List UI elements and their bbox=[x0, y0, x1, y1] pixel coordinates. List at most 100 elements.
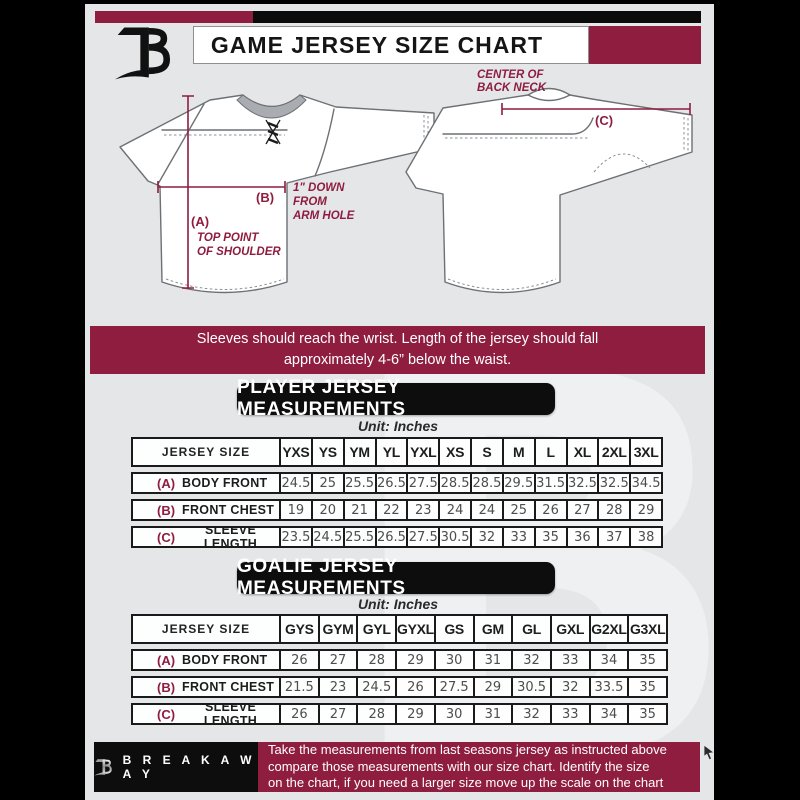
player-section-title-banner: PLAYER JERSEY MEASUREMENTS bbox=[237, 377, 555, 420]
value-cell: 31 bbox=[472, 705, 512, 723]
size-col: YXL bbox=[406, 439, 438, 465]
value-cell: 38 bbox=[629, 528, 661, 546]
value-cell: 31.5 bbox=[533, 474, 566, 492]
value-cell: 26 bbox=[279, 651, 318, 669]
chart-content-area: B GAME JERSEY SIZE CHART bbox=[85, 4, 714, 800]
title-bar: GAME JERSEY SIZE CHART bbox=[193, 26, 589, 64]
front-a-note-2: OF SHOULDER bbox=[197, 246, 281, 258]
back-c-note-1: CENTER OF bbox=[477, 69, 544, 81]
size-col: 3XL bbox=[629, 439, 661, 465]
value-cell: 32 bbox=[549, 678, 589, 696]
value-cell: 34.5 bbox=[629, 474, 661, 492]
value-cell: 21.5 bbox=[279, 678, 318, 696]
goalie-section-title: GOALIE JERSEY MEASUREMENTS bbox=[237, 556, 406, 599]
size-col: GYXL bbox=[395, 616, 434, 642]
value-cell: 23 bbox=[317, 678, 357, 696]
size-col: YM bbox=[342, 439, 375, 465]
value-cell: 24.5 bbox=[279, 474, 311, 492]
value-cell: 26 bbox=[395, 678, 434, 696]
player-size-table: JERSEY SIZE YXS YS YM YL YXL XS S M L XL… bbox=[131, 437, 663, 553]
player-unit-label: Unit: Inches bbox=[357, 418, 439, 434]
value-cell: 25.5 bbox=[342, 474, 375, 492]
size-col: XS bbox=[438, 439, 470, 465]
value-cell: 19 bbox=[279, 501, 311, 519]
value-cell: 34 bbox=[588, 705, 628, 723]
size-col: G2XL bbox=[588, 616, 628, 642]
value-cell: 24.5 bbox=[310, 528, 343, 546]
front-jersey-drawing: (B) 1" DOWN FROM ARM HOLE (A) TOP POINT … bbox=[119, 94, 435, 294]
size-col: L bbox=[533, 439, 566, 465]
value-cell: 24 bbox=[470, 501, 502, 519]
goalie-header-row: JERSEY SIZE GYS GYM GYL GYXL GS GM GL GX… bbox=[131, 614, 668, 644]
value-cell: 28.5 bbox=[438, 474, 470, 492]
player-section-title: PLAYER JERSEY MEASUREMENTS bbox=[237, 377, 406, 420]
mouse-cursor-icon bbox=[703, 744, 714, 761]
value-cell: 30 bbox=[433, 705, 473, 723]
player-front-chest-row: (B) FRONT CHEST 19 20 21 22 23 24 24 25 … bbox=[131, 499, 663, 521]
value-cell: 33 bbox=[549, 705, 589, 723]
value-cell: 32.5 bbox=[565, 474, 598, 492]
front-a-note-1: TOP POINT bbox=[197, 232, 259, 244]
value-cell: 26 bbox=[279, 705, 318, 723]
value-cell: 20 bbox=[310, 501, 343, 519]
size-col: GYM bbox=[317, 616, 357, 642]
footer-logo-icon bbox=[94, 759, 112, 776]
header-accent-maroon bbox=[95, 11, 253, 23]
goalie-section-title-banner: GOALIE JERSEY MEASUREMENTS bbox=[237, 556, 555, 599]
size-col: M bbox=[501, 439, 534, 465]
value-cell: 35 bbox=[627, 651, 666, 669]
value-cell: 35 bbox=[627, 705, 666, 723]
value-cell: 28 bbox=[597, 501, 629, 519]
value-cell: 24.5 bbox=[356, 678, 395, 696]
value-cell: 35 bbox=[627, 678, 666, 696]
goalie-size-table: JERSEY SIZE GYS GYM GYL GYXL GS GM GL GX… bbox=[131, 614, 668, 730]
size-col: GYL bbox=[356, 616, 395, 642]
jersey-size-header: JERSEY SIZE bbox=[161, 445, 251, 459]
footer-brand-name: B R E A K A W A Y bbox=[122, 753, 256, 781]
player-body-front-row: (A) BODY FRONT 24.5 25 25.5 26.5 27.5 28… bbox=[131, 472, 663, 494]
value-cell: 29 bbox=[395, 705, 434, 723]
value-cell: 35 bbox=[533, 528, 566, 546]
front-a-label: (A) bbox=[191, 214, 209, 229]
back-c-note-2: BACK NECK bbox=[477, 82, 547, 94]
value-cell: 32 bbox=[511, 705, 550, 723]
jersey-size-header: JERSEY SIZE bbox=[161, 622, 251, 636]
front-b-note-3: ARM HOLE bbox=[292, 210, 355, 222]
size-col: GXL bbox=[549, 616, 589, 642]
size-col: YS bbox=[310, 439, 343, 465]
goalie-front-chest-row: (B) FRONT CHEST 21.5 23 24.5 26 27.5 29 … bbox=[131, 676, 668, 698]
page-title: GAME JERSEY SIZE CHART bbox=[210, 31, 544, 58]
header-accent-bar bbox=[95, 11, 701, 23]
value-cell: 27 bbox=[317, 705, 357, 723]
value-cell: 34 bbox=[588, 651, 628, 669]
value-cell: 32 bbox=[470, 528, 502, 546]
back-c-label: (C) bbox=[595, 113, 613, 128]
value-cell: 22 bbox=[374, 501, 407, 519]
footer-line-1: Take the measurements from last seasons … bbox=[268, 742, 667, 758]
value-cell: 31 bbox=[472, 651, 512, 669]
size-col: YXS bbox=[279, 439, 311, 465]
row-label: (A) BODY FRONT bbox=[157, 652, 268, 668]
size-col: GM bbox=[472, 616, 512, 642]
front-b-note-2: FROM bbox=[293, 196, 327, 208]
front-b-label: (B) bbox=[256, 190, 274, 205]
goalie-sleeve-length-row: (C) SLEEVE LENGTH 26 27 28 29 30 31 32 3… bbox=[131, 703, 668, 725]
size-col: YL bbox=[374, 439, 407, 465]
row-label: (C) SLEEVE LENGTH bbox=[157, 528, 258, 546]
value-cell: 27 bbox=[565, 501, 598, 519]
size-col: XL bbox=[565, 439, 598, 465]
note-line-2: approximately 4-6” below the waist. bbox=[283, 352, 512, 368]
value-cell: 28 bbox=[356, 705, 395, 723]
header-maroon-block bbox=[589, 26, 701, 64]
value-cell: 26.5 bbox=[374, 528, 407, 546]
size-col: GL bbox=[511, 616, 550, 642]
row-label: (A) BODY FRONT bbox=[157, 475, 268, 491]
value-cell: 33 bbox=[549, 651, 589, 669]
value-cell: 27.5 bbox=[433, 678, 473, 696]
value-cell: 36 bbox=[565, 528, 598, 546]
value-cell: 32 bbox=[511, 651, 550, 669]
value-cell: 29 bbox=[629, 501, 661, 519]
sleeve-note-banner: Sleeves should reach the wrist. Length o… bbox=[90, 326, 705, 374]
value-cell: 29 bbox=[472, 678, 512, 696]
